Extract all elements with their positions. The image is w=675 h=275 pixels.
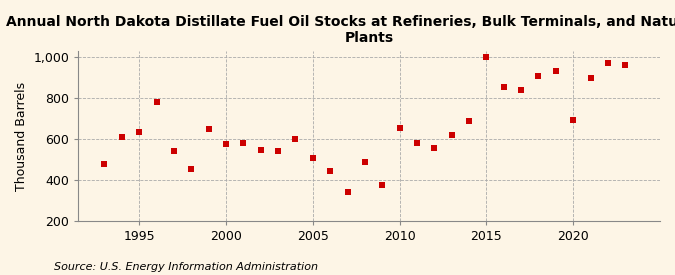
- Point: [342, 189, 353, 194]
- Point: [273, 149, 284, 154]
- Point: [498, 84, 509, 89]
- Point: [255, 148, 266, 153]
- Point: [169, 149, 180, 154]
- Point: [377, 183, 387, 188]
- Point: [412, 141, 423, 145]
- Title: Annual North Dakota Distillate Fuel Oil Stocks at Refineries, Bulk Terminals, an: Annual North Dakota Distillate Fuel Oil …: [5, 15, 675, 45]
- Text: Source: U.S. Energy Information Administration: Source: U.S. Energy Information Administ…: [54, 262, 318, 272]
- Point: [516, 87, 526, 92]
- Point: [585, 76, 596, 81]
- Point: [394, 126, 405, 130]
- Point: [203, 126, 214, 131]
- Point: [360, 160, 371, 164]
- Point: [186, 167, 196, 171]
- Point: [151, 100, 162, 104]
- Point: [533, 74, 544, 78]
- Point: [290, 137, 301, 141]
- Point: [238, 141, 249, 145]
- Point: [307, 155, 318, 160]
- Point: [134, 130, 144, 134]
- Point: [481, 54, 492, 59]
- Point: [325, 169, 335, 173]
- Point: [620, 63, 630, 67]
- Point: [117, 135, 128, 139]
- Point: [550, 69, 561, 73]
- Point: [221, 141, 232, 146]
- Point: [568, 117, 578, 122]
- Y-axis label: Thousand Barrels: Thousand Barrels: [15, 81, 28, 191]
- Point: [603, 61, 614, 65]
- Point: [99, 162, 110, 166]
- Point: [429, 146, 439, 150]
- Point: [464, 118, 475, 123]
- Point: [446, 133, 457, 137]
